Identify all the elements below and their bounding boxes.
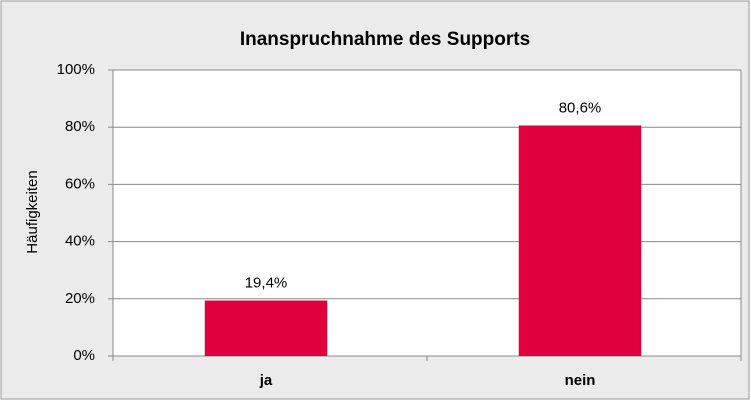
chart-title: Inanspruchnahme des Supports bbox=[240, 29, 530, 50]
x-tick-label: ja bbox=[259, 372, 273, 389]
data-label: 19,4% bbox=[245, 274, 288, 291]
bar bbox=[518, 125, 642, 356]
y-tick-label: 0% bbox=[73, 347, 95, 364]
x-tick-label: nein bbox=[565, 372, 596, 389]
y-tick-label: 40% bbox=[65, 233, 95, 250]
y-tick-label: 60% bbox=[65, 175, 95, 192]
data-label: 80,6% bbox=[559, 99, 602, 116]
y-axis-label: Häufigkeiten bbox=[24, 170, 41, 253]
y-tick-label: 20% bbox=[65, 290, 95, 307]
bar bbox=[204, 300, 328, 356]
y-tick-label: 80% bbox=[65, 118, 95, 135]
y-tick-label: 100% bbox=[57, 61, 95, 78]
